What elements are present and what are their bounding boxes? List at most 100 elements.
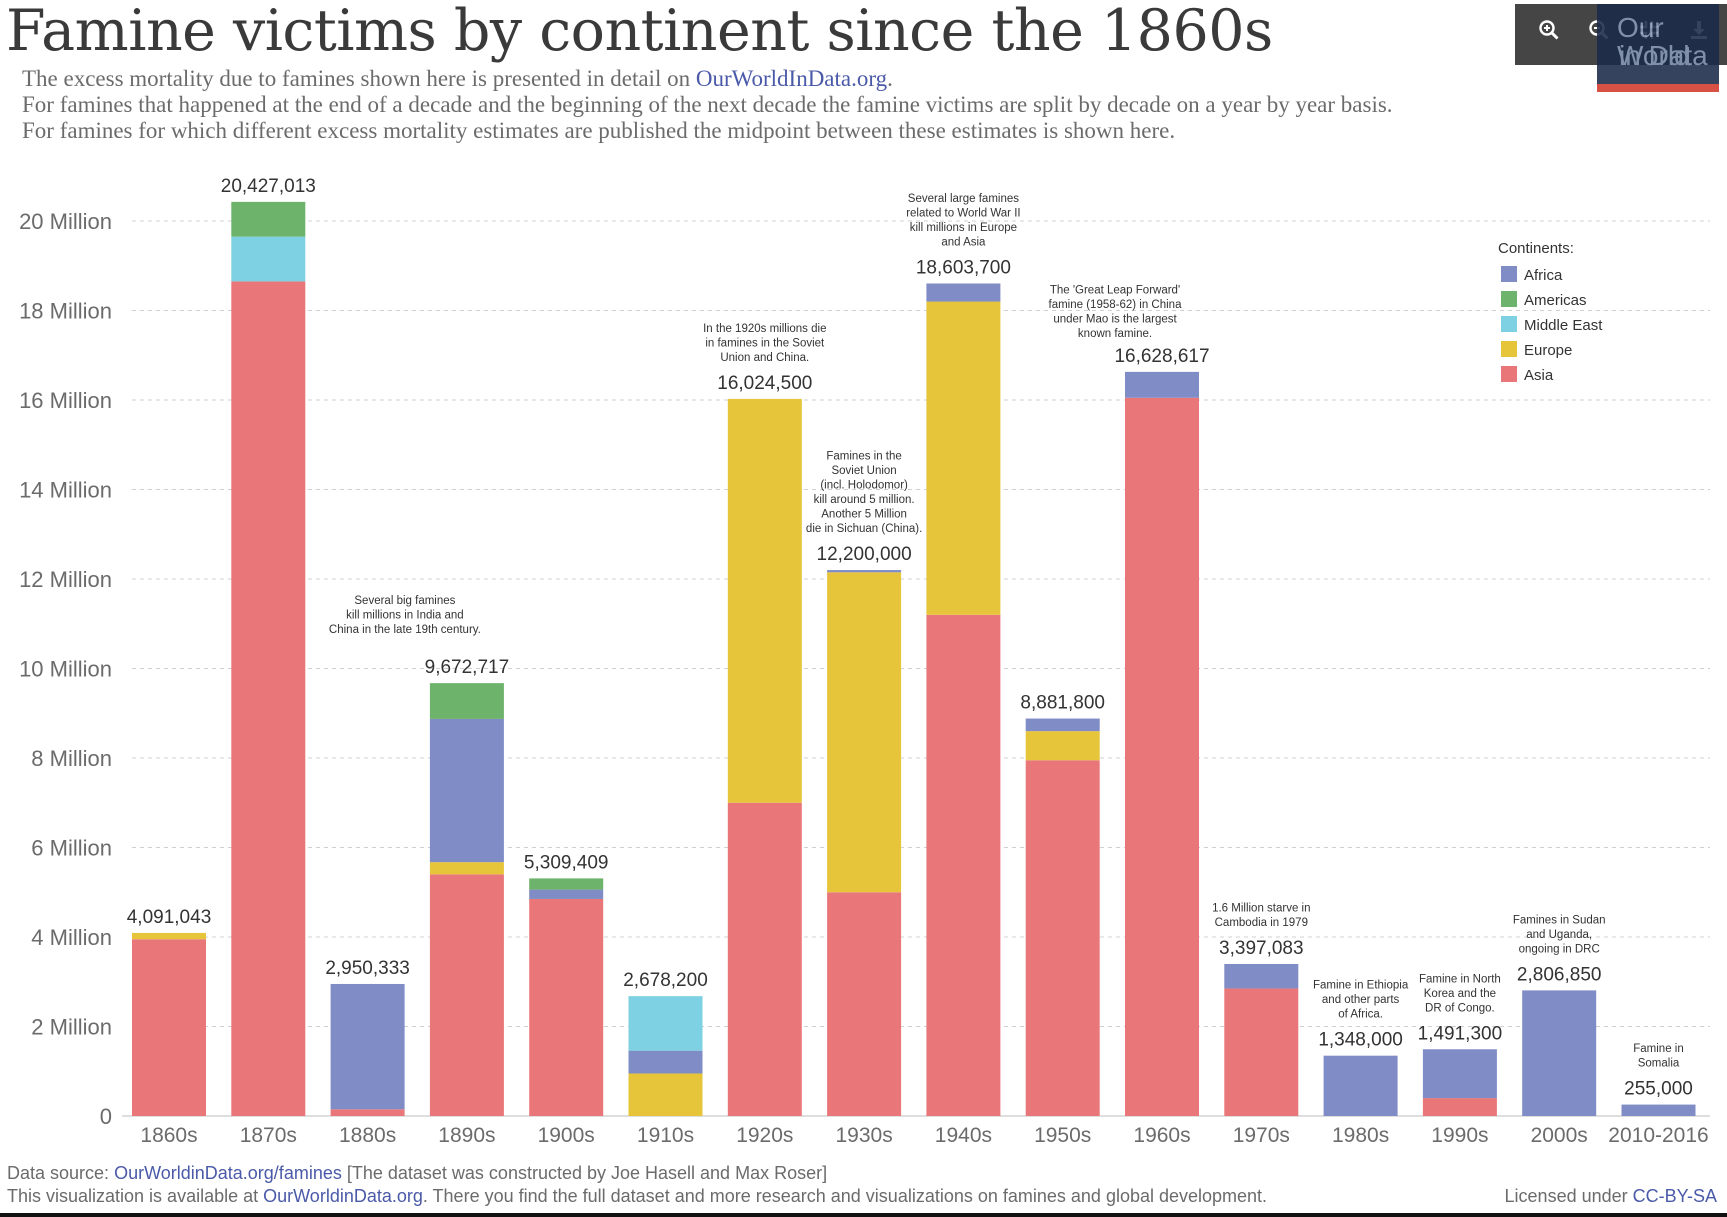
bar-segment-asia [827,892,902,1116]
bar-total-label: 2,806,850 [1517,964,1602,985]
annotation-text: Cambodia in 1979 [1215,917,1308,929]
x-tick-label: 1980s [1332,1124,1389,1147]
annotation-text: Famine in [1633,1043,1684,1055]
x-tick-label: 1960s [1133,1124,1190,1147]
bar-segment-asia [529,898,604,1116]
annotation-text: ongoing in DRC [1519,943,1600,955]
source-link[interactable]: OurWorldinData.org/famines [114,1163,342,1183]
annotation-text: related to World War II [906,207,1020,219]
owid-logo[interactable]: Our World in Data [1597,4,1719,92]
logo-line-2: in Data [1619,40,1708,71]
footer-source-suffix: [The dataset was constructed by Joe Hase… [346,1163,828,1183]
subtitle-line-2: For famines that happened at the end of … [22,92,1393,117]
license-link[interactable]: CC-BY-SA [1632,1186,1717,1206]
bar-segment-asia [429,874,504,1116]
footer-source: Data source: OurWorldinData.org/famines … [7,1163,827,1184]
bar-total-label: 9,672,717 [425,657,510,678]
bar-segment-africa [827,570,902,573]
bar-total-label: 1,348,000 [1318,1030,1403,1051]
annotation-text: and other parts [1322,994,1400,1006]
bar-segment-europe [1025,731,1100,761]
annotation-text: Korea and the [1424,988,1496,1000]
legend-label: Africa [1524,267,1563,284]
legend-swatch [1501,316,1517,332]
annotation-text: and Uganda, [1526,929,1592,941]
annotation-text: Several large famines [908,193,1019,205]
y-tick-label: 6 Million [31,836,112,861]
bar-segment-middle-east [628,996,703,1051]
bar-segment-africa [529,889,604,899]
y-tick-label: 8 Million [31,746,112,771]
legend-label: Americas [1524,292,1587,309]
subtitle-text: The excess mortality due to famines show… [22,66,691,91]
annotation-text: 1.6 Million starve in [1212,902,1310,914]
bar-segment-africa [926,283,1001,302]
bar-segment-middle-east [231,236,306,282]
annotation-text: Union and China. [720,352,809,364]
bar-segment-asia [330,1109,405,1116]
bar-segment-europe [827,572,902,893]
x-tick-label: 1910s [637,1124,694,1147]
annotation-text: kill millions in India and [346,610,464,622]
bar-total-label: 1,491,300 [1418,1023,1503,1044]
bar-segment-asia [1125,397,1199,1116]
y-tick-label: 12 Million [19,567,112,592]
availability-link[interactable]: OurWorldinData.org [263,1186,423,1206]
bar-segment-americas [529,878,604,890]
footer-avail-suffix: . There you find the full dataset and mo… [422,1186,1268,1206]
bar-segment-asia [231,281,306,1117]
y-tick-label: 16 Million [19,388,112,413]
subtitle-line-1: The excess mortality due to famines show… [22,66,893,92]
bar-segment-europe [727,398,802,803]
bar-segment-europe [926,301,1001,615]
x-tick-label: 1870s [240,1124,297,1147]
bar-total-label: 4,091,043 [127,907,212,928]
legend-label: Asia [1524,367,1554,384]
bar-segment-africa [1125,371,1199,398]
bar-segment-africa [429,718,504,863]
zoom-in-icon[interactable] [1533,18,1565,50]
x-tick-label: 1990s [1431,1124,1488,1147]
annotation-text: Several big famines [354,595,455,607]
bar-segment-africa [1422,1049,1497,1099]
legend-title: Continents: [1498,240,1574,257]
x-tick-label: 1900s [538,1124,595,1147]
annotation-text: in famines in the Soviet [705,337,825,349]
bar-segment-africa [1224,963,1299,989]
y-tick-label: 2 Million [31,1015,112,1040]
annotation-text: kill millions in Europe [910,222,1017,234]
famine-bar-chart: 0 2 Million 4 Million 6 Million 8 Million 10 … [19,176,1710,1147]
bar-segment-africa [330,983,405,1110]
annotation-text: In the 1920s millions die [703,323,826,335]
bar-segment-africa [1522,990,1597,1116]
x-tick-label: 2010-2016 [1608,1124,1708,1147]
annotation-text: Soviet Union [831,465,896,477]
legend-swatch [1501,291,1517,307]
annotation-text: Famine in Ethiopia [1313,980,1409,992]
x-tick-label: 1860s [140,1124,197,1147]
bar-segment-asia [132,939,206,1116]
chart-title: Famine victims by continent since the 18… [6,0,1273,64]
y-tick-label: 18 Million [19,299,112,324]
legend-swatch [1501,266,1517,282]
y-tick-label: 14 Million [19,478,112,503]
owid-link[interactable]: OurWorldInData.org [695,66,888,91]
bar-segment-africa [628,1050,703,1074]
annotation-text: of Africa. [1338,1009,1383,1021]
bar-total-label: 8,881,800 [1020,693,1105,714]
bar-segment-africa [1621,1104,1696,1116]
subtitle-period: . [887,66,893,91]
y-tick-label: 0 [100,1104,112,1129]
annotation-text: China in the late 19th century. [329,624,481,636]
annotation-text: (incl. Holodomor) [820,480,908,492]
bar-segment-africa [1025,718,1100,732]
bar-total-label: 2,950,333 [325,958,410,979]
footer-license: Licensed under CC-BY-SA [1505,1186,1717,1207]
annotation-text: DR of Congo. [1425,1002,1495,1014]
bar-total-label: 5,309,409 [524,852,609,873]
bar-segment-europe [132,932,206,940]
x-tick-label: 2000s [1531,1124,1588,1147]
x-tick-label: 1890s [438,1124,495,1147]
bar-total-label: 12,200,000 [817,544,912,565]
x-tick-label: 1930s [835,1124,892,1147]
